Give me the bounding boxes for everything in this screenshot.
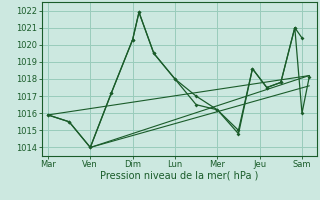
X-axis label: Pression niveau de la mer( hPa ): Pression niveau de la mer( hPa ) [100,171,258,181]
